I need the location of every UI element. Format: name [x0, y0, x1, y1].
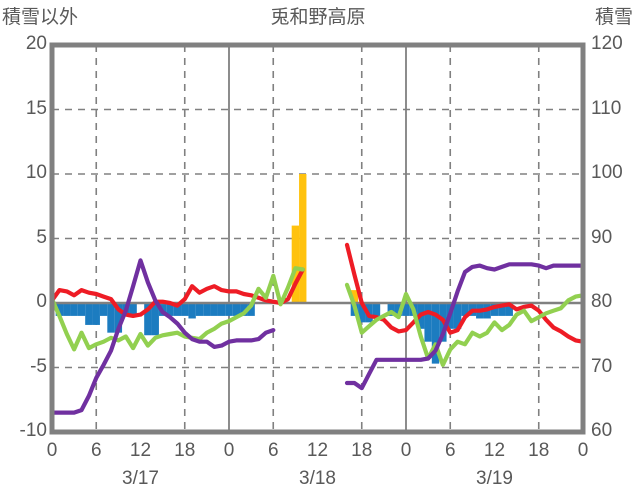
left-tick-10: 10 — [25, 162, 47, 183]
left-tick-5: 5 — [36, 226, 47, 248]
right-tick-120: 120 — [591, 33, 623, 54]
grid-lines — [52, 45, 583, 432]
day-label-3-19: 3/19 — [476, 468, 513, 489]
x-tick-3: 18 — [174, 440, 196, 461]
x-tick-0: 0 — [46, 440, 58, 461]
x-tick-4: 0 — [223, 440, 235, 461]
x-tick-7: 18 — [351, 440, 373, 461]
x-tick-8: 0 — [400, 440, 412, 461]
x-tick-10: 12 — [483, 440, 506, 461]
x-tick-2: 12 — [129, 440, 152, 461]
day-label-3-18: 3/18 — [299, 468, 336, 489]
right-tick-80: 80 — [591, 291, 613, 312]
right-tick-70: 70 — [591, 355, 613, 377]
line-series-layer — [49, 242, 586, 415]
right-tick-110: 110 — [591, 97, 622, 119]
x-tick-1: 6 — [90, 440, 102, 461]
x-tick-6: 12 — [306, 440, 329, 461]
right-tick-90: 90 — [591, 226, 613, 248]
left-tick-20: 20 — [25, 33, 47, 54]
chart-title: 兎和野高原 — [270, 7, 366, 28]
left-tick-0: 0 — [36, 291, 47, 312]
left-tick--5: -5 — [30, 355, 47, 377]
plot-frame — [49, 42, 586, 435]
x-tick-5: 6 — [267, 440, 279, 461]
right-tick-100: 100 — [591, 162, 623, 183]
left-axis-title: 積雪以外 — [2, 7, 79, 28]
left-tick--10: -10 — [19, 420, 47, 441]
right-tick-60: 60 — [591, 420, 613, 441]
x-tick-9: 6 — [444, 440, 456, 461]
day-label-3-17: 3/17 — [122, 468, 159, 489]
x-tick-11: 18 — [528, 440, 550, 461]
left-tick-15: 15 — [25, 97, 47, 119]
x-tick-12: 0 — [577, 440, 589, 461]
right-axis-title: 積雪 — [594, 7, 633, 28]
